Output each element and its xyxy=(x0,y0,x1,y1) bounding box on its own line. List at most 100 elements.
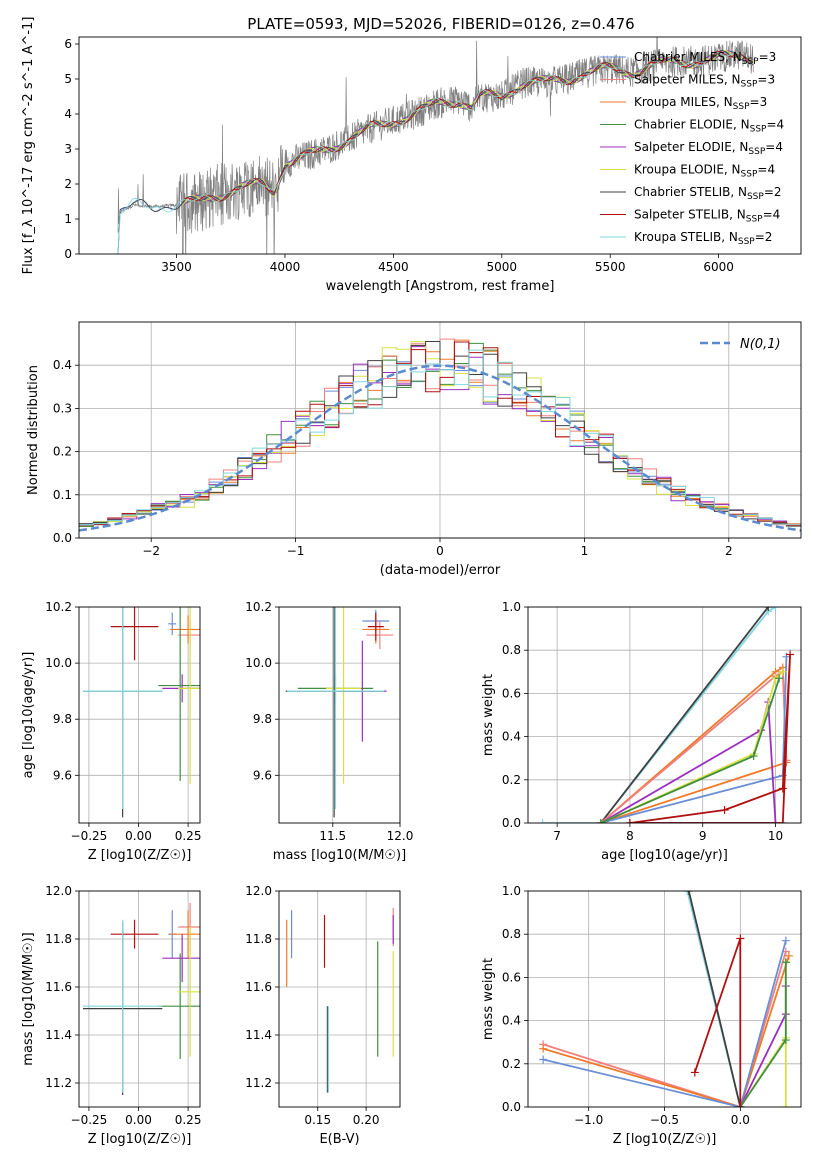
y-axis-label: age [log10(age/yr)] xyxy=(21,652,36,779)
y-tick-label: 0.8 xyxy=(502,927,521,941)
weight-marker xyxy=(596,819,605,823)
x-tick-label: 5500 xyxy=(595,260,626,274)
weight-marker xyxy=(764,607,773,611)
weight-marker xyxy=(683,891,692,895)
panel-massweight_vs_Z: −1.0 −0.5 0.0 0.0 0.2 0.4 0.6 0.8 1.0 Z [log10(Z/… xyxy=(481,884,802,1147)
y-axis-label: Flux [f_λ 10^-17 erg cm^-2 s^-1 A^-1] xyxy=(21,17,36,275)
axes-frame xyxy=(527,890,802,1108)
legend-entry: Salpeter STELIB, NSSP=4 xyxy=(634,208,780,225)
x-tick-label: 0.00 xyxy=(125,1113,152,1127)
weight-marker xyxy=(684,891,693,895)
axes-frame xyxy=(527,606,802,824)
axes-frame xyxy=(78,606,201,824)
x-tick-label: 4000 xyxy=(270,260,301,274)
point-7 xyxy=(110,919,159,949)
x-tick-label: 11.5 xyxy=(319,829,346,843)
legend-entry: Chabrier STELIB, NSSP=2 xyxy=(634,185,782,202)
legend-entry: Salpeter ELODIE, NSSP=4 xyxy=(634,140,783,157)
weight-marker xyxy=(781,958,790,967)
x-tick-label: 8 xyxy=(626,829,634,843)
model-line-8 xyxy=(115,51,754,254)
y-tick-label: 0.0 xyxy=(53,531,72,545)
weight-marker xyxy=(778,784,787,793)
y-tick-label: 10.2 xyxy=(245,600,272,614)
legend-entry: Kroupa MILES, NSSP=3 xyxy=(634,95,767,112)
y-tick-label: 0.2 xyxy=(53,445,72,459)
y-tick-label: 11.2 xyxy=(45,1076,72,1090)
normal-reference-curve xyxy=(79,364,801,532)
weight-marker xyxy=(781,936,790,945)
weight-line-5 xyxy=(739,986,787,1107)
x-tick-label: 2 xyxy=(725,544,733,558)
point-3 xyxy=(158,607,200,781)
x-axis-label: Z [log10(Z/Z☉)] xyxy=(613,1132,717,1147)
y-tick-label: 6 xyxy=(64,37,72,51)
y-tick-label: 12.0 xyxy=(45,884,72,898)
y-axis-label: Normed distribution xyxy=(26,365,41,495)
axes-frame xyxy=(278,890,401,1108)
point-5 xyxy=(178,607,200,784)
x-axis-label: Z [log10(Z/Z☉)] xyxy=(88,848,192,863)
y-tick-label: 11.2 xyxy=(245,1076,272,1090)
y-tick-label: 0.2 xyxy=(502,1057,521,1071)
weight-marker xyxy=(786,650,795,659)
y-tick-label: 11.6 xyxy=(45,980,72,994)
x-tick-label: 9 xyxy=(699,829,707,843)
y-tick-label: 2 xyxy=(64,177,72,191)
x-tick-label: 0.15 xyxy=(304,1113,331,1127)
legend-entry: Kroupa STELIB, NSSP=2 xyxy=(634,230,772,247)
weight-marker xyxy=(771,819,780,823)
point-7 xyxy=(110,607,159,661)
y-tick-label: 10.2 xyxy=(45,600,72,614)
y-tick-label: 9.6 xyxy=(253,768,272,782)
weight-marker xyxy=(771,607,780,611)
weight-line-5 xyxy=(600,701,777,823)
legend: Chabrier MILES, NSSP=3 Salpeter MILES, NS… xyxy=(600,50,784,247)
weight-marker xyxy=(778,667,787,676)
y-tick-label: 0.6 xyxy=(502,686,521,700)
y-tick-label: 0.6 xyxy=(502,970,521,984)
x-axis-label: Z [log10(Z/Z☉)] xyxy=(88,1132,192,1147)
y-tick-label: 0.3 xyxy=(53,401,72,415)
y-axis-label: mass [log10(M/M☉)] xyxy=(21,932,36,1065)
x-tick-label: 0.25 xyxy=(175,829,202,843)
y-tick-label: 0.0 xyxy=(502,1100,521,1114)
point-0 xyxy=(168,612,177,636)
x-axis-label: E(B-V) xyxy=(319,1132,359,1147)
x-tick-label: 6000 xyxy=(703,260,734,274)
x-tick-label: 0.0 xyxy=(731,1113,750,1127)
legend: N(0,1) xyxy=(700,337,781,352)
plot-area xyxy=(285,607,394,818)
axes-frame xyxy=(78,890,201,1108)
legend-entry: Chabrier ELODIE, NSSP=4 xyxy=(634,118,784,135)
x-axis-label: mass [log10(M/M☉)] xyxy=(273,848,406,863)
weight-marker xyxy=(781,1103,790,1107)
panel-mass_vs_Z: −0.25 0.00 0.25 11.2 11.4 11.6 11.8 12.0 Z [log1… xyxy=(21,884,201,1147)
point-2 xyxy=(170,910,200,959)
y-tick-label: 1 xyxy=(64,212,72,226)
weight-marker xyxy=(720,806,729,815)
weight-line-2 xyxy=(542,951,787,1107)
plot-area xyxy=(79,338,801,532)
weight-marker xyxy=(538,819,547,823)
weight-marker xyxy=(539,1055,548,1064)
y-tick-label: 11.8 xyxy=(245,932,272,946)
figure-title: PLATE=0593, MJD=52026, FIBERID=0126, z=0… xyxy=(247,15,634,33)
point-7 xyxy=(367,612,384,641)
point-1 xyxy=(366,621,394,650)
axes-frame xyxy=(78,36,802,255)
y-tick-label: 0.4 xyxy=(53,358,72,372)
y-tick-label: 1.0 xyxy=(502,600,521,614)
y-tick-label: 10.0 xyxy=(45,656,72,670)
panel-massweight_vs_age: 7 8 9 10 0.0 0.2 0.4 0.6 0.8 1.0 age [log10(age/yr… xyxy=(481,600,802,863)
point-2 xyxy=(170,615,200,644)
x-tick-label: 3500 xyxy=(161,260,192,274)
x-tick-label: 4500 xyxy=(378,260,409,274)
weight-line-1 xyxy=(600,607,769,823)
weight-marker xyxy=(775,674,784,683)
point-8 xyxy=(82,607,163,809)
y-tick-label: 12.0 xyxy=(245,884,272,898)
weight-marker xyxy=(784,951,793,960)
x-tick-label: 12.0 xyxy=(387,829,414,843)
